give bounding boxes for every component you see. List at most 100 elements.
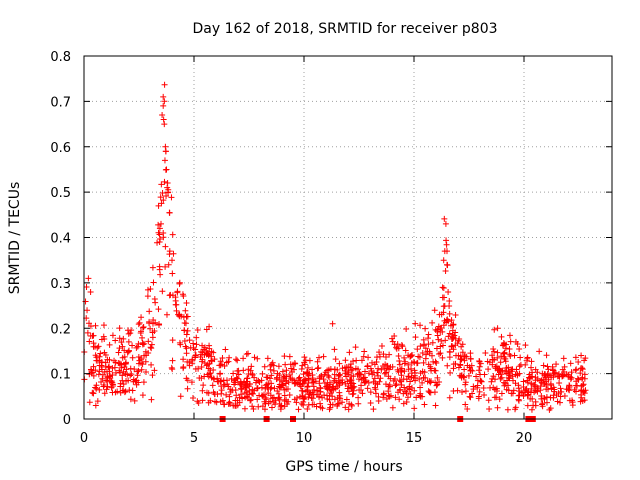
data-point (131, 397, 138, 404)
data-point (274, 388, 281, 395)
data-point (254, 396, 261, 403)
data-point (442, 268, 449, 275)
data-point (160, 93, 167, 100)
data-point (148, 361, 155, 368)
data-point (184, 327, 191, 334)
data-point (118, 339, 125, 346)
data-point (439, 284, 446, 291)
data-point (184, 358, 191, 365)
data-point (426, 389, 433, 396)
data-point (405, 373, 412, 380)
data-point (539, 400, 546, 407)
data-point (182, 320, 189, 327)
data-point (496, 396, 503, 403)
data-point (368, 368, 375, 375)
data-point (273, 374, 280, 381)
data-point (532, 383, 539, 390)
data-point (279, 368, 286, 375)
data-point (248, 363, 255, 370)
data-point (386, 351, 393, 358)
y-tick-label: 0.7 (50, 95, 71, 110)
data-point (462, 381, 469, 388)
data-point (163, 193, 170, 200)
data-point (392, 394, 399, 401)
data-point (446, 354, 453, 361)
data-point (439, 342, 446, 349)
data-point (533, 387, 540, 394)
data-point (183, 313, 190, 320)
data-point (243, 378, 250, 385)
data-point (458, 343, 465, 350)
data-point (127, 330, 134, 337)
data-point (122, 388, 129, 395)
data-point (452, 311, 459, 318)
data-point (508, 390, 515, 397)
data-point (248, 396, 255, 403)
data-point (198, 375, 205, 382)
data-point (540, 376, 547, 383)
data-point (301, 361, 308, 368)
data-point (140, 379, 147, 386)
y-tick-label: 0.1 (50, 368, 71, 383)
data-point (498, 390, 505, 397)
data-point (578, 352, 585, 359)
data-point (246, 387, 253, 394)
data-point (296, 393, 303, 400)
data-point (159, 288, 166, 295)
data-point (371, 375, 378, 382)
data-point (348, 372, 355, 379)
data-point (96, 386, 103, 393)
data-point (449, 327, 456, 334)
data-point (443, 237, 450, 244)
data-point (206, 360, 213, 367)
data-point (436, 311, 443, 318)
data-point (467, 355, 474, 362)
data-point (207, 397, 214, 404)
data-point (419, 379, 426, 386)
data-point (142, 369, 149, 376)
data-point (345, 388, 352, 395)
data-point (577, 398, 584, 405)
data-point (561, 392, 568, 399)
data-point (245, 370, 252, 377)
data-point (396, 396, 403, 403)
data-point (370, 406, 377, 413)
data-point (119, 354, 126, 361)
data-point (395, 352, 402, 359)
data-point (233, 375, 240, 382)
data-point (575, 376, 582, 383)
data-point (128, 327, 135, 334)
data-point (344, 385, 351, 392)
data-point (374, 381, 381, 388)
data-point (414, 346, 421, 353)
data-point (136, 319, 143, 326)
data-point (251, 354, 258, 361)
data-point (417, 343, 424, 350)
data-point (391, 333, 398, 340)
data-point (499, 367, 506, 374)
data-point (417, 322, 424, 329)
data-point (382, 353, 389, 360)
data-point (250, 405, 257, 412)
data-point (481, 392, 488, 399)
data-point (391, 341, 398, 348)
data-point (135, 340, 142, 347)
data-point (579, 366, 586, 373)
data-point (572, 354, 579, 361)
data-point (144, 293, 151, 300)
data-point (503, 365, 510, 372)
data-point (325, 372, 332, 379)
data-point (189, 360, 196, 367)
data-point (417, 370, 424, 377)
data-point (336, 360, 343, 367)
data-point (438, 337, 445, 344)
data-point (397, 378, 404, 385)
data-point (116, 335, 123, 342)
data-point (419, 393, 426, 400)
data-point (128, 371, 135, 378)
data-point (301, 376, 308, 383)
data-point (234, 375, 241, 382)
data-point (450, 321, 457, 328)
data-point (142, 358, 149, 365)
data-point (341, 364, 348, 371)
